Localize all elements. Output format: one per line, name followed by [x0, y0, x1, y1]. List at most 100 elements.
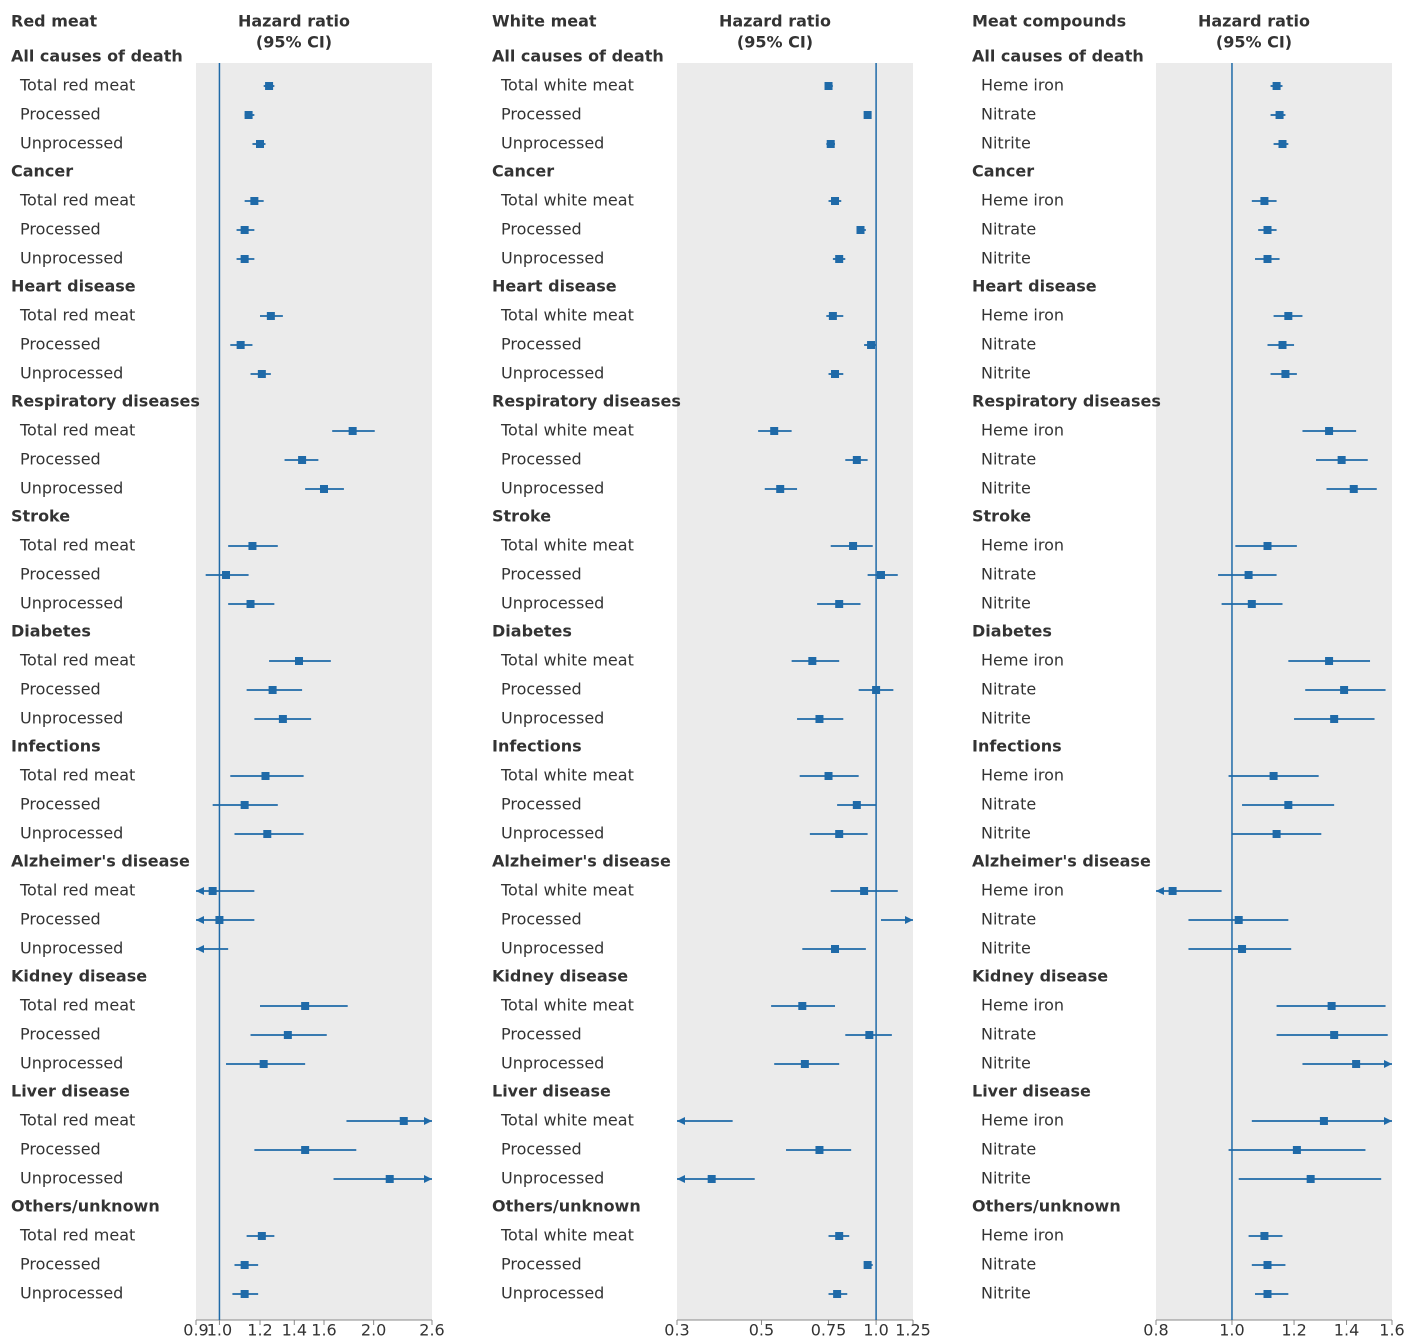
group-label: Kidney disease	[11, 967, 147, 986]
group-label: Stroke	[11, 507, 70, 526]
group-label: Stroke	[972, 507, 1031, 526]
hazard-ratio	[1269, 772, 1278, 780]
hazard-ratio	[265, 82, 274, 90]
axis-title: (95% CI)	[1216, 33, 1292, 52]
row-label: Unprocessed	[20, 594, 123, 613]
group-label: Heart disease	[972, 277, 1097, 296]
row-label: Processed	[20, 1140, 101, 1159]
row-label: Total white meat	[500, 996, 634, 1015]
hazard-ratio	[1281, 370, 1290, 378]
x-tick-label: 1.0	[863, 1321, 888, 1339]
hazard-ratio	[283, 1031, 292, 1039]
group-label: Alzheimer's disease	[492, 852, 671, 871]
group-label: All causes of death	[972, 47, 1144, 66]
hazard-ratio	[1244, 571, 1253, 579]
row-label: Nitrate	[981, 335, 1036, 354]
ci-arrow-right	[1384, 1117, 1392, 1125]
hazard-ratio	[215, 916, 224, 924]
x-tick-label: 1.2	[1281, 1321, 1306, 1339]
hazard-ratio	[1327, 1002, 1336, 1010]
group-label: Respiratory diseases	[972, 392, 1161, 411]
x-tick-label: 0.9	[183, 1321, 208, 1339]
row-label: Total red meat	[19, 191, 135, 210]
hazard-ratio	[852, 456, 861, 464]
row-label: Unprocessed	[501, 479, 604, 498]
group-label: Infections	[11, 737, 101, 756]
row-label: Total white meat	[500, 421, 634, 440]
row-label: Nitrite	[981, 1169, 1031, 1188]
row-label: Nitrate	[981, 105, 1036, 124]
hazard-ratio	[1168, 887, 1177, 895]
row-label: Nitrite	[981, 939, 1031, 958]
hazard-ratio	[278, 715, 287, 723]
group-label: Others/unknown	[972, 1197, 1121, 1216]
hazard-ratio	[301, 1146, 310, 1154]
hazard-ratio	[824, 82, 833, 90]
hazard-ratio	[240, 226, 249, 234]
hazard-ratio	[824, 772, 833, 780]
row-label: Processed	[501, 795, 582, 814]
panel-title: White meat	[492, 12, 597, 31]
row-label: Heme iron	[981, 536, 1064, 555]
x-tick-label: 0.5	[749, 1321, 774, 1339]
row-label: Unprocessed	[20, 364, 123, 383]
hazard-ratio	[1319, 1117, 1328, 1125]
hazard-ratio	[1325, 427, 1334, 435]
row-label: Total white meat	[500, 1111, 634, 1130]
row-label: Heme iron	[981, 996, 1064, 1015]
group-label: Respiratory diseases	[492, 392, 681, 411]
hazard-ratio	[826, 140, 835, 148]
hazard-ratio	[222, 571, 231, 579]
x-tick-label: 1.0	[207, 1321, 232, 1339]
hazard-ratio	[1278, 140, 1287, 148]
row-label: Nitrite	[981, 594, 1031, 613]
row-label: Heme iron	[981, 881, 1064, 900]
group-label: Kidney disease	[492, 967, 628, 986]
hazard-ratio	[833, 1290, 842, 1298]
hazard-ratio	[385, 1175, 394, 1183]
row-label: Total red meat	[19, 76, 135, 95]
ci-arrow-right	[1384, 1060, 1392, 1068]
hazard-ratio	[865, 1031, 874, 1039]
hazard-ratio	[259, 1060, 268, 1068]
hazard-ratio	[808, 657, 817, 665]
group-label: Respiratory diseases	[11, 392, 200, 411]
row-label: Processed	[501, 565, 582, 584]
hazard-ratio	[831, 370, 840, 378]
hazard-ratio	[255, 140, 264, 148]
row-label: Total white meat	[500, 306, 634, 325]
row-label: Unprocessed	[501, 1169, 604, 1188]
row-label: Total red meat	[19, 1226, 135, 1245]
hazard-ratio	[867, 341, 876, 349]
row-label: Nitrite	[981, 134, 1031, 153]
row-label: Nitrate	[981, 565, 1036, 584]
row-label: Unprocessed	[501, 594, 604, 613]
row-label: Processed	[20, 795, 101, 814]
hazard-ratio	[770, 427, 779, 435]
ci-arrow-right	[424, 1175, 432, 1183]
row-label: Total white meat	[500, 191, 634, 210]
hazard-ratio	[1272, 830, 1281, 838]
row-label: Heme iron	[981, 651, 1064, 670]
hazard-ratio	[835, 1232, 844, 1240]
row-label: Processed	[20, 565, 101, 584]
hazard-ratio	[298, 456, 307, 464]
hazard-ratio	[257, 1232, 266, 1240]
row-label: Processed	[501, 450, 582, 469]
row-label: Processed	[20, 335, 101, 354]
row-label: Unprocessed	[20, 1284, 123, 1303]
group-label: Diabetes	[492, 622, 572, 641]
panel-title: Red meat	[11, 12, 98, 31]
row-label: Heme iron	[981, 766, 1064, 785]
hazard-ratio	[240, 255, 249, 263]
hazard-ratio	[1263, 1261, 1272, 1269]
row-label: Heme iron	[981, 306, 1064, 325]
row-label: Total white meat	[500, 766, 634, 785]
row-label: Nitrite	[981, 824, 1031, 843]
hazard-ratio	[1238, 945, 1247, 953]
hazard-ratio	[301, 1002, 310, 1010]
row-label: Heme iron	[981, 1111, 1064, 1130]
row-label: Total red meat	[19, 881, 135, 900]
row-label: Processed	[20, 105, 101, 124]
ci-arrow-left	[196, 916, 204, 924]
